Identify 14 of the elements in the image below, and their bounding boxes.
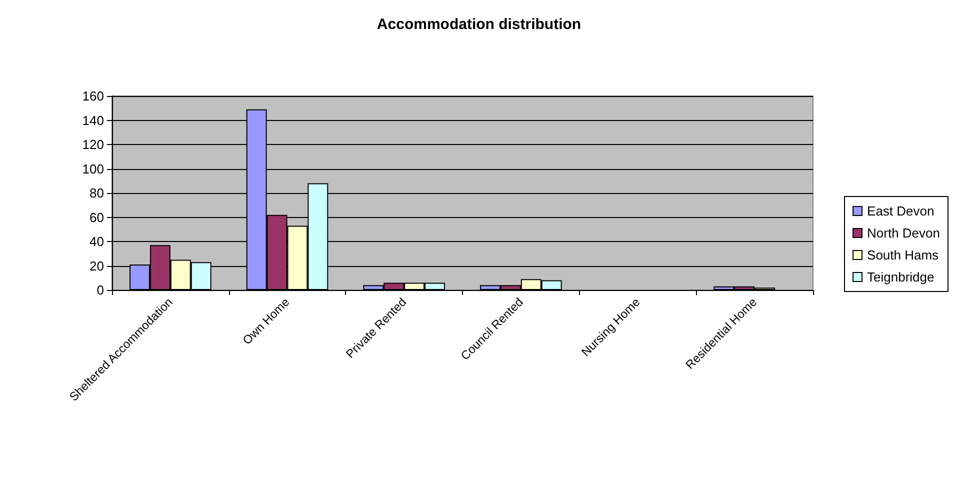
chart-title: Accommodation distribution bbox=[376, 16, 582, 33]
y-tick-label: 100 bbox=[82, 161, 104, 176]
y-tick-label: 160 bbox=[82, 88, 104, 104]
y-tick-label: 80 bbox=[90, 186, 104, 200]
y-tick-label: 60 bbox=[90, 210, 104, 225]
legend-label: North Devon bbox=[867, 226, 940, 240]
legend-label: East Devon bbox=[867, 204, 934, 218]
legend-label: South Hams bbox=[867, 248, 940, 262]
y-tick-label: 0 bbox=[96, 282, 104, 298]
legend-label: Teignbridge bbox=[867, 270, 934, 284]
y-tick-label: 120 bbox=[82, 137, 104, 152]
y-tick-label: 40 bbox=[90, 234, 104, 249]
y-tick-label: 140 bbox=[82, 112, 104, 128]
y-tick-label: 20 bbox=[90, 258, 104, 274]
